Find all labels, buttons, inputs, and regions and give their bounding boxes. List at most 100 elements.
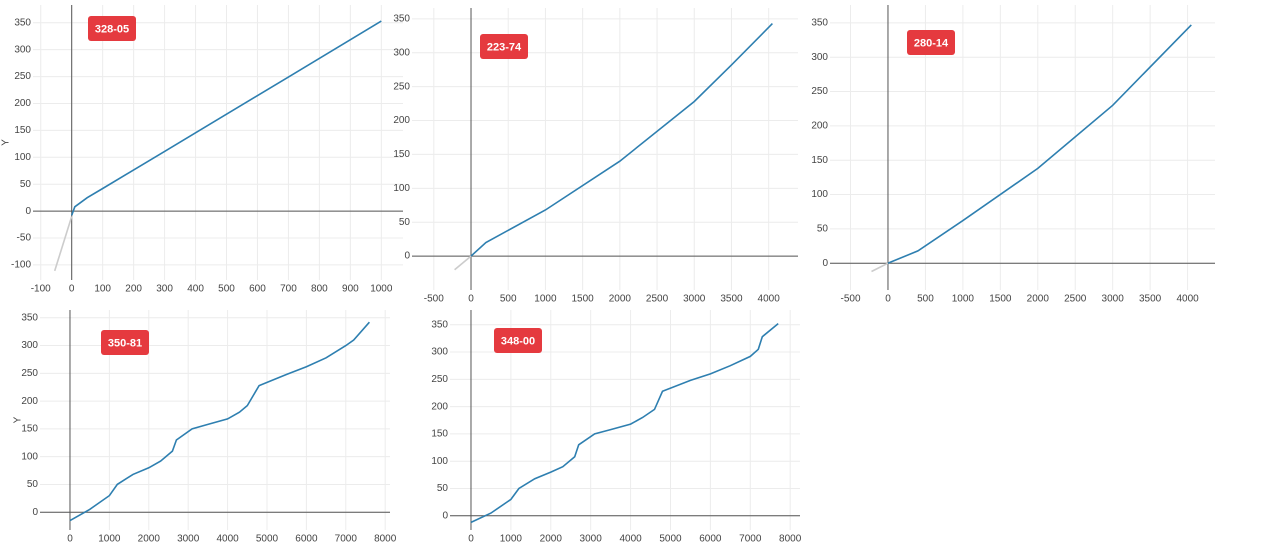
badge-label: 328-05	[95, 23, 129, 35]
x-tick-label: 3000	[683, 294, 706, 305]
x-tick-label: 100	[94, 284, 111, 295]
x-tick-label: 800	[311, 284, 328, 295]
badge-label: 350-81	[108, 337, 142, 349]
x-tick-label: 4000	[758, 294, 781, 305]
x-tick-label: -100	[31, 284, 51, 295]
y-tick-label: 150	[14, 125, 31, 136]
y-tick-label: 150	[431, 429, 448, 440]
x-tick-label: 700	[280, 284, 297, 295]
x-tick-label: 600	[249, 284, 266, 295]
x-tick-label: 6000	[295, 534, 318, 545]
x-tick-label: 2500	[1064, 294, 1087, 305]
y-tick-label: 250	[14, 71, 31, 82]
y-tick-label: 100	[431, 456, 448, 467]
y-tick-label: 350	[393, 13, 410, 24]
x-tick-label: 4000	[619, 534, 642, 545]
x-tick-label: 7000	[739, 534, 762, 545]
x-tick-label: 300	[156, 284, 173, 295]
y-tick-label: 0	[822, 258, 828, 269]
y-tick-label: 300	[811, 52, 828, 63]
y-tick-label: 0	[32, 507, 38, 518]
y-tick-label: -50	[17, 233, 32, 244]
x-tick-label: 0	[67, 534, 73, 545]
y-tick-label: 300	[21, 340, 38, 351]
x-tick-label: 500	[917, 294, 934, 305]
x-tick-label: 900	[342, 284, 359, 295]
x-tick-label: -500	[841, 294, 861, 305]
y-axis-label: Y	[1, 139, 12, 146]
y-tick-label: 350	[14, 17, 31, 28]
badge	[480, 34, 528, 59]
x-tick-label: 3500	[720, 294, 743, 305]
chart-panel: -100 0 100 200 300 400 500 600 700 800 900 1000-100…	[1, 5, 403, 295]
y-tick-label: 350	[431, 319, 448, 330]
y-tick-label: 150	[393, 149, 410, 160]
data-line	[470, 322, 779, 524]
y-tick-label: 50	[817, 224, 829, 235]
y-tick-label: 350	[21, 312, 38, 323]
y-tick-label: 100	[21, 451, 38, 462]
y-tick-label: 0	[25, 206, 31, 217]
data-line	[454, 255, 472, 271]
x-tick-label: 1000	[500, 534, 523, 545]
x-tick-label: 2000	[609, 294, 632, 305]
x-tick-label: 1000	[952, 294, 975, 305]
x-tick-label: 6000	[699, 534, 722, 545]
y-tick-label: 100	[14, 152, 31, 163]
y-tick-label: 150	[21, 424, 38, 435]
x-tick-label: 1000	[98, 534, 121, 545]
y-tick-label: 200	[811, 121, 828, 132]
badge	[88, 16, 136, 41]
chart-panel: -500 0 500 1000 1500 2000 2500 3000 3500 4000 0 50 1…	[393, 8, 798, 305]
y-tick-label: 50	[437, 483, 449, 494]
x-tick-label: 200	[125, 284, 142, 295]
data-line	[871, 262, 889, 273]
chart-panel: 0 1000 2000 3000 4000 5000 6000 7000 8000 0 50 100 1…	[431, 310, 802, 545]
x-tick-label: 3000	[580, 534, 603, 545]
y-tick-label: -100	[11, 260, 31, 271]
y-tick-label: 350	[811, 17, 828, 28]
y-tick-label: 200	[14, 98, 31, 109]
x-tick-label: 1000	[534, 294, 557, 305]
y-tick-label: 250	[811, 86, 828, 97]
badge	[907, 30, 955, 55]
y-tick-label: 250	[431, 374, 448, 385]
x-tick-label: 1500	[989, 294, 1012, 305]
x-tick-label: 8000	[374, 534, 397, 545]
x-tick-label: 1000	[370, 284, 393, 295]
y-tick-label: 50	[399, 217, 411, 228]
x-tick-label: 1500	[572, 294, 595, 305]
chart-panel: 0 1000 2000 3000 4000 5000 6000 7000 8000 0 50 100 1…	[13, 310, 397, 545]
x-tick-label: 8000	[779, 534, 802, 545]
y-tick-label: 250	[21, 368, 38, 379]
y-tick-label: 300	[431, 347, 448, 358]
x-tick-label: 0	[885, 294, 891, 305]
y-tick-label: 200	[21, 396, 38, 407]
badge	[494, 328, 542, 353]
data-line	[470, 23, 773, 257]
y-tick-label: 150	[811, 155, 828, 166]
x-tick-label: 2000	[1027, 294, 1050, 305]
y-tick-label: 0	[442, 510, 448, 521]
y-tick-label: 100	[811, 189, 828, 200]
badge-label: 280-14	[914, 37, 949, 49]
x-tick-label: 2500	[646, 294, 669, 305]
x-tick-label: 500	[500, 294, 517, 305]
chart-panel: -500 0 500 1000 1500 2000 2500 3000 3500 4000 0 50 1…	[811, 5, 1215, 305]
x-tick-label: 3000	[177, 534, 200, 545]
x-tick-label: 0	[468, 534, 474, 545]
badge-label: 348-00	[501, 335, 535, 347]
y-tick-label: 200	[431, 401, 448, 412]
x-tick-label: 2000	[138, 534, 161, 545]
x-tick-label: 0	[468, 294, 474, 305]
data-line	[53, 216, 73, 272]
x-tick-label: -500	[424, 294, 444, 305]
x-tick-label: 5000	[256, 534, 279, 545]
y-tick-label: 300	[393, 47, 410, 58]
x-tick-label: 5000	[659, 534, 682, 545]
badge-label: 223-74	[487, 41, 522, 53]
y-axis-label: Y	[13, 416, 24, 423]
x-tick-label: 0	[69, 284, 75, 295]
x-tick-label: 7000	[335, 534, 358, 545]
